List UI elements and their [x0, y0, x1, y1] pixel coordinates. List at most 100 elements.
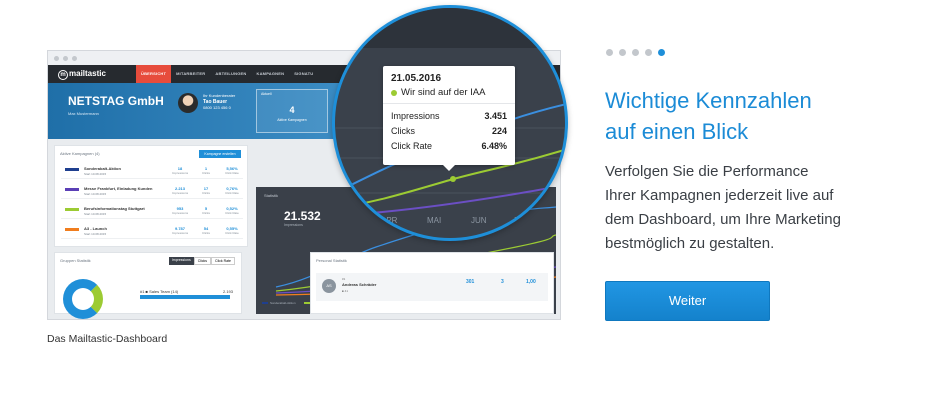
campaign-color-bar [65, 228, 79, 231]
campaign-click-rate: 0,76% Click Rate [225, 186, 239, 195]
description: Verfolgen Sie die Performance Ihrer Kamp… [605, 160, 875, 256]
active-campaigns-tile: Aktuell 4 Aktive Kampagnen [256, 89, 328, 133]
mailtastic-logo: m mailtastic [48, 69, 136, 80]
tooltip-event-label: Wir sind auf der IAA [401, 87, 486, 98]
carousel-dot[interactable] [619, 49, 626, 56]
tooltip-row-clicks: Clicks 224 [391, 126, 507, 136]
tooltip-row-impressions: Impressions 3.451 [391, 111, 507, 121]
group-row-label: #1 ■ Sales Team (14) [140, 289, 179, 294]
window-dot [72, 55, 77, 61]
campaign-date: Start 10.08.2015 [84, 212, 107, 216]
image-caption: Das Mailtastic-Dashboard [47, 333, 168, 345]
impressions-caption: Impressions [284, 223, 303, 227]
card-title: Aktive Kampagnen (4) [60, 151, 100, 156]
window-dot [63, 55, 68, 61]
campaign-clicks: 1 Clicks [202, 166, 210, 175]
campaign-clicks: 54 Clicks [202, 226, 210, 235]
person-rank: #1 [342, 277, 346, 281]
tooltip-row-click-rate: Click Rate 6.48% [391, 141, 507, 151]
tile-caption: Aktive Kampagnen [277, 118, 307, 122]
impressions-total: 21.532 [284, 209, 321, 223]
campaign-impressions: 18 Impressions [171, 166, 189, 175]
company-name: NETSTAG GmbH [68, 94, 164, 108]
description-line: Verfolgen Sie die Performance [605, 163, 809, 180]
campaign-impressions: 953 Impressions [171, 206, 189, 215]
group-row-value: 2.193 [222, 289, 233, 294]
campaign-date: Start 10.08.2015 [84, 192, 107, 196]
advisor-role: Ihr Kundenberater [203, 93, 236, 98]
group-donut [63, 279, 103, 319]
tile-label: Aktuell [261, 92, 272, 96]
card-title: Gruppen Statistik [60, 258, 91, 263]
campaign-clicks: 17 Clicks [202, 186, 210, 195]
advisor-phone: 0800 123 456 0 [203, 105, 231, 110]
active-campaigns-card: Aktive Kampagnen (4) Kampagne erstellen … [54, 145, 248, 247]
month-label: JUN [471, 216, 487, 225]
description-line: bestmöglich zu gestalten. [605, 235, 775, 252]
person-impressions: 301 [466, 279, 475, 285]
campaign-color-bar [65, 208, 79, 211]
person-rate: 1,00 [526, 279, 536, 285]
campaign-row: Messe Frankfurt, Einladung Kunden Start 1… [61, 184, 243, 199]
nav-campaigns: KAMPAGNEN [256, 71, 285, 76]
campaign-click-rate: 0,55% Click Rate [225, 226, 239, 235]
campaign-impressions: 9.787 Impressions [171, 226, 189, 235]
magnifier-lens: 21.05.2016 Wir sind auf der IAA Impressi… [332, 5, 568, 241]
window-dot [54, 55, 59, 61]
campaign-name: Messe Frankfurt, Einladung Kunden [84, 186, 153, 191]
campaign-date: Start 10.08.2015 [84, 172, 107, 176]
nav-departments: ABTEILUNGEN [215, 71, 247, 76]
headline-line: Wichtige Kennzahlen [605, 88, 812, 113]
campaign-color-bar [65, 168, 79, 171]
create-campaign-button: Kampagne erstellen [199, 150, 241, 158]
month-label: JUL [513, 216, 528, 225]
person-clicks: 3 [501, 279, 504, 285]
advisor-contact: Ihr Kundenberater Tao Bauer 0800 123 456… [203, 93, 235, 111]
chart-card-title: Statistik [264, 193, 279, 198]
description-line: dem Dashboard, um Ihre Marketing [605, 211, 841, 228]
carousel-dot[interactable] [658, 49, 665, 56]
nav-signatures: SIGNATU [294, 71, 314, 76]
nav-employees: MITARBEITER [176, 71, 206, 76]
campaign-name: Berufsinformationstag Stuttgart [84, 206, 145, 211]
advisor-avatar [178, 93, 198, 113]
data-tooltip: 21.05.2016 Wir sind auf der IAA Impressi… [383, 66, 515, 171]
company-user: Max Mustermann [68, 111, 99, 116]
tab-clicks: Clicks [193, 257, 212, 265]
carousel-pager [606, 49, 665, 56]
tab-click-rate: Click Rate [211, 257, 235, 265]
carousel-dot[interactable] [645, 49, 652, 56]
campaign-row: Berufsinformationstag Stuttgart Start 10.… [61, 204, 243, 219]
personal-stats-card: Personal Statistik AS #1 Andreas Schräde… [310, 252, 554, 314]
lens-chart [335, 8, 565, 217]
campaign-click-rate: 5,56% Click Rate [225, 166, 239, 175]
dashboard-viewport: m mailtastic ÜBERSICHT MITARBEITER ABTEIL… [48, 65, 560, 319]
campaign-name: A3 - Launch [84, 226, 107, 231]
tooltip-event: Wir sind auf der IAA [391, 87, 485, 98]
group-stats-tabs: Impressions Clicks Click Rate [168, 257, 235, 265]
campaign-name: Sonderabalt-Aktion [84, 166, 121, 171]
campaign-clicks: 5 Clicks [202, 206, 210, 215]
next-button[interactable]: Weiter [605, 281, 770, 321]
carousel-dot[interactable] [606, 49, 613, 56]
description-line: Ihrer Kampagnen jederzeit live auf [605, 187, 834, 204]
card-title: Personal Statistik [316, 258, 347, 263]
carousel-dot[interactable] [632, 49, 639, 56]
headline: Wichtige Kennzahlen auf einen Blick [605, 85, 865, 147]
campaign-row: A3 - Launch Start 10.08.2015 9.787 Impressi… [61, 224, 243, 239]
legend-item: Sonderabalt-Aktion [262, 301, 296, 305]
personal-row: AS #1 Andreas Schräder ■ 41 301 3 1,00 [316, 273, 548, 301]
month-label: MAI [427, 216, 442, 225]
tile-value: 4 [289, 105, 295, 115]
group-stats-card: Gruppen Statistik Impressions Clicks Cli… [54, 252, 242, 319]
campaign-color-bar [65, 188, 79, 191]
campaign-impressions: 2.213 Impressions [171, 186, 189, 195]
campaign-date: Start 10.08.2015 [84, 232, 107, 236]
campaign-row: Sonderabalt-Aktion Start 10.08.2015 18 Impr… [61, 164, 243, 179]
event-dot-icon [391, 89, 397, 96]
campaign-click-rate: 0,52% Click Rate [225, 206, 239, 215]
group-progress-bar [140, 295, 230, 299]
tooltip-date: 21.05.2016 [391, 73, 442, 84]
person-sub: ■ 41 [342, 289, 348, 293]
